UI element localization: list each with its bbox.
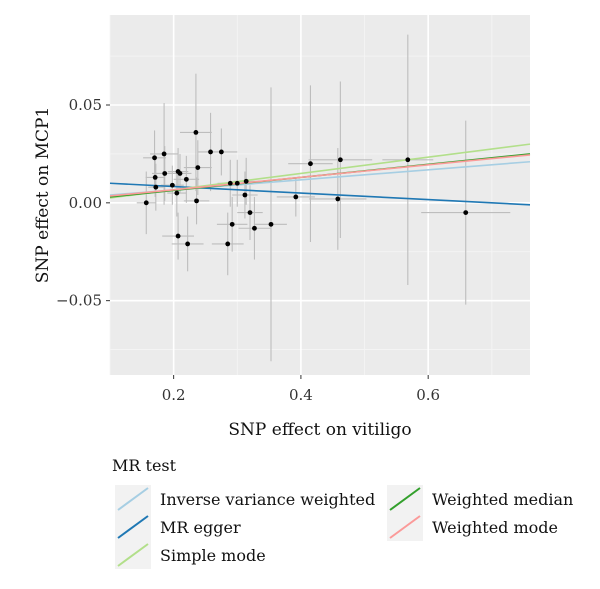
data-point <box>225 241 231 247</box>
legend-items: Inverse variance weighted MR egger Simple … <box>115 485 573 569</box>
legend-key-line <box>117 543 149 567</box>
data-point <box>194 198 199 204</box>
legend-label: Inverse variance weighted <box>160 490 375 509</box>
legend-title: MR test <box>112 456 177 475</box>
plot-panel <box>110 15 530 375</box>
legend-label: Simple mode <box>160 546 266 565</box>
y-axis-title: SNP effect on MCP1 <box>33 107 53 284</box>
x-tick-label: 0.6 <box>416 386 440 404</box>
data-point <box>335 196 341 202</box>
data-point <box>143 200 149 206</box>
data-point <box>308 161 313 167</box>
legend-label: Weighted mode <box>432 518 558 537</box>
y-tick-label: 0.05 <box>69 96 102 114</box>
data-point <box>193 129 199 135</box>
data-point <box>183 176 189 182</box>
x-axis-title: SNP effect on vitiligo <box>228 420 411 440</box>
legend-key-line <box>117 515 149 539</box>
data-points <box>143 129 469 247</box>
x-tick-label: 0.2 <box>162 386 186 404</box>
regression-line <box>109 182 531 206</box>
data-point <box>153 184 159 190</box>
legend-key-line <box>389 487 421 511</box>
regression-lines <box>109 143 531 206</box>
y-tick-label: −0.05 <box>56 292 102 310</box>
data-point <box>162 171 168 176</box>
y-tick-label: 0.00 <box>69 194 102 212</box>
data-point <box>337 157 343 163</box>
data-point <box>175 233 181 239</box>
data-point <box>268 221 274 227</box>
x-axis: 0.2 0.4 0.6 <box>162 375 440 404</box>
data-point <box>152 155 157 161</box>
data-point <box>463 210 469 216</box>
data-point <box>195 165 201 171</box>
data-point <box>293 194 299 200</box>
data-point <box>169 182 175 188</box>
grid-major <box>110 15 530 375</box>
legend-key-line <box>117 487 149 511</box>
data-point <box>242 192 248 198</box>
data-point <box>185 241 191 247</box>
data-point <box>247 210 253 216</box>
data-point <box>152 174 158 180</box>
y-axis: −0.05 0.00 0.05 <box>56 96 110 310</box>
data-point <box>218 149 224 155</box>
data-point <box>177 171 183 176</box>
legend: MR test Inverse variance weighted MR egge… <box>112 456 573 569</box>
regression-line <box>109 154 531 197</box>
data-point <box>227 180 233 186</box>
data-point <box>234 180 240 186</box>
legend-label: Weighted median <box>432 490 573 509</box>
data-point <box>174 190 180 196</box>
data-point <box>208 149 213 155</box>
legend-label: MR egger <box>160 518 241 537</box>
x-tick-label: 0.4 <box>289 386 313 404</box>
data-point <box>243 178 249 184</box>
data-point <box>405 157 411 163</box>
data-point <box>252 225 257 231</box>
data-point <box>229 221 235 227</box>
data-point <box>161 151 167 157</box>
legend-key-line <box>389 515 421 539</box>
